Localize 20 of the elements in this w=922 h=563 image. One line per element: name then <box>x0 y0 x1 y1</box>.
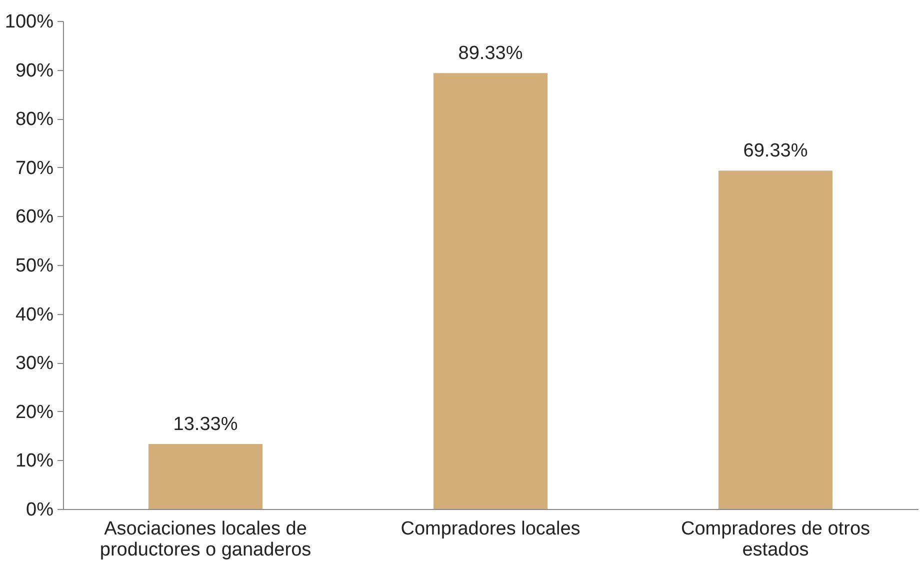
bar <box>148 444 262 509</box>
y-tick-label: 100% <box>4 12 54 32</box>
y-tick-label: 30% <box>15 353 54 374</box>
y-tick-label: 0% <box>26 500 54 520</box>
y-tick-label: 10% <box>15 450 54 472</box>
y-tick-label: 90% <box>15 60 54 82</box>
y-tick-label: 80% <box>15 109 54 130</box>
y-tick-label: 70% <box>15 158 54 179</box>
bar <box>718 170 832 509</box>
y-tick-label: 60% <box>15 206 54 228</box>
y-tick-label: 40% <box>15 304 54 326</box>
y-tick-label: 50% <box>15 256 54 276</box>
data-label: 69.33% <box>743 140 808 162</box>
data-label: 89.33% <box>458 43 523 64</box>
bar <box>434 73 548 509</box>
data-label: 13.33% <box>173 414 238 435</box>
x-tick-label: Compradores de otros estados <box>680 518 870 560</box>
x-tick-label: Asociaciones locales de productores o ganaderos <box>100 518 312 560</box>
y-tick-label: 20% <box>15 402 54 423</box>
x-tick-label: Compradores locales <box>400 518 580 540</box>
